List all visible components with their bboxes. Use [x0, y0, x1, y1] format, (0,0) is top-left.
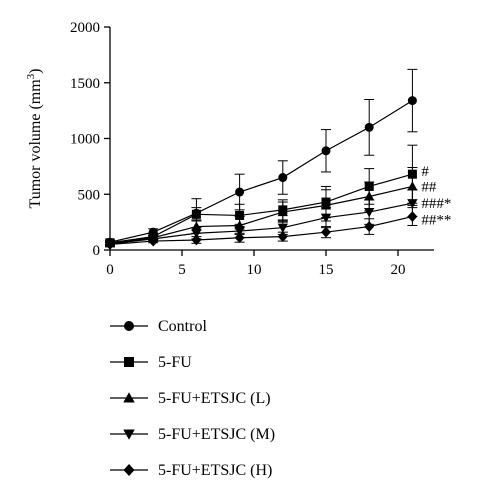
data-point: [364, 221, 375, 232]
data-point: [364, 191, 375, 201]
data-point: [407, 199, 418, 209]
axes: 0 500 1000 1500 2000 0 5 10 15 20 Tumor volume (mm…: [25, 20, 434, 278]
data-point: [105, 239, 115, 250]
legend-item-4: 5-FU+ETSJC (H): [110, 462, 272, 479]
annotation-layer: ######*##**: [421, 164, 451, 228]
y-tick-label: 1000: [70, 132, 100, 148]
legend-item-2: 5-FU+ETSJC (L): [110, 390, 271, 407]
data-point: [191, 234, 202, 246]
significance-label: ##: [421, 179, 437, 195]
legend-label: 5-FU+ETSJC (H): [158, 462, 272, 479]
data-point: [191, 229, 202, 239]
data-point: [235, 187, 245, 197]
data-point: [277, 206, 288, 217]
series-line: [109, 173, 413, 244]
legend-marker: [123, 392, 135, 403]
significance-label: ###*: [421, 196, 451, 212]
legend-marker: [124, 357, 134, 367]
data-point: [407, 211, 418, 222]
legend-item-1: 5-FU: [110, 354, 192, 371]
data-point: [364, 208, 375, 218]
significance-label: #: [421, 164, 429, 180]
legend-item-0: Control: [110, 318, 207, 335]
legend-item-3: 5-FU+ETSJC (M): [110, 426, 275, 443]
data-point: [234, 232, 245, 244]
y-axis-title: Tumor volume (mm3): [25, 68, 44, 208]
y-tick-label: 2000: [70, 20, 100, 36]
series-line: [109, 215, 413, 246]
x-tick-label: 10: [247, 262, 262, 278]
legend: Control 5-FU 5-FU+ETSJC (L) 5-FU+ETSJC (M) 5…: [110, 318, 275, 479]
series-layer: [104, 68, 418, 250]
legend-marker: [123, 464, 135, 476]
y-tick-label: 0: [93, 243, 101, 259]
legend-marker: [124, 321, 134, 331]
series-line: [109, 185, 413, 244]
data-point: [191, 209, 201, 219]
significance-label: ##**: [421, 213, 451, 229]
legend-label: 5-FU+ETSJC (L): [158, 390, 271, 407]
data-point: [407, 96, 417, 106]
series-0: [105, 68, 418, 247]
legend-label: Control: [158, 318, 207, 335]
data-point: [148, 235, 159, 247]
data-point: [278, 173, 288, 183]
data-point: [407, 181, 418, 191]
legend-marker: [123, 429, 135, 440]
data-point: [277, 231, 288, 243]
y-tick-label: 500: [78, 187, 101, 203]
series-line: [109, 100, 413, 243]
data-point: [321, 226, 331, 238]
x-tick-label: 20: [391, 262, 406, 278]
y-tick-label: 1500: [70, 76, 100, 92]
x-tick-label: 0: [106, 262, 114, 278]
data-point: [234, 226, 245, 237]
data-point: [364, 122, 374, 132]
legend-label: 5-FU+ETSJC (M): [158, 426, 275, 443]
legend-label: 5-FU: [158, 354, 192, 371]
series-4: [105, 207, 418, 250]
series-line: [109, 202, 413, 245]
data-point: [277, 223, 288, 233]
data-point: [235, 210, 245, 220]
data-point: [321, 146, 331, 156]
x-tick-label: 15: [319, 262, 334, 278]
data-point: [320, 213, 332, 223]
x-tick-label: 5: [178, 262, 186, 278]
data-point: [191, 221, 202, 231]
